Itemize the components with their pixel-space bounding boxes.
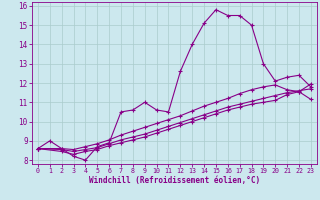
X-axis label: Windchill (Refroidissement éolien,°C): Windchill (Refroidissement éolien,°C)	[89, 176, 260, 185]
